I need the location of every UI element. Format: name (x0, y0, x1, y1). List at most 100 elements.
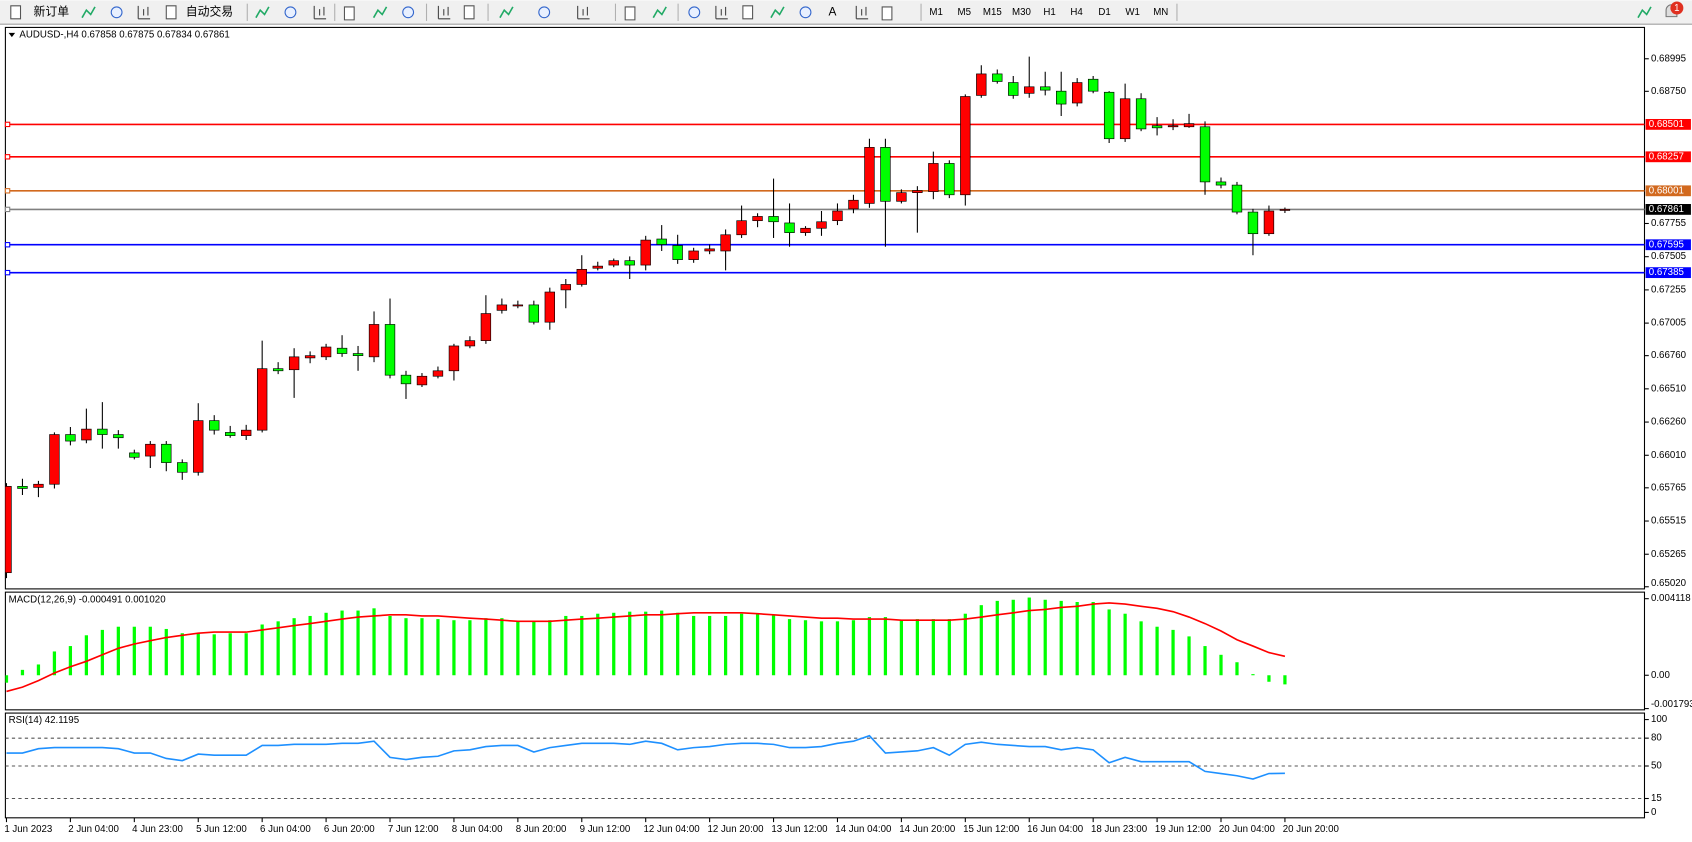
new-order-label[interactable]: 新订单 (33, 4, 69, 18)
histogram-bar (20, 669, 25, 676)
icon (577, 5, 590, 20)
timeframe-label[interactable]: D1 (1098, 7, 1110, 18)
icon (688, 6, 701, 19)
timeframe-label[interactable]: W1 (1125, 7, 1140, 18)
candle-body (336, 347, 348, 354)
candle-body (1008, 82, 1019, 96)
candle-body (49, 434, 60, 485)
candle-body (768, 216, 779, 223)
price-label: 0.68001 (1649, 185, 1684, 196)
histogram-bar (132, 626, 136, 676)
histogram-bar (196, 633, 200, 676)
indicator-line (6, 602, 1286, 693)
candle-body (1199, 126, 1211, 183)
text-tool[interactable]: A (829, 4, 837, 18)
line-handle[interactable] (4, 242, 11, 248)
histogram-bar (708, 615, 712, 676)
icon (343, 6, 355, 21)
histogram-bar (915, 619, 919, 676)
line-handle[interactable] (4, 269, 11, 276)
x-tick-label: 20 Jun 20:00 (1283, 824, 1340, 835)
line-handle[interactable] (4, 121, 11, 128)
histogram-bar (548, 620, 552, 676)
icon (284, 6, 297, 19)
histogram-bar (803, 620, 808, 676)
histogram-bar (867, 617, 872, 676)
icon (255, 6, 270, 19)
timeframe-label[interactable]: M30 (1012, 7, 1031, 18)
price-label: 0.67595 (1649, 239, 1684, 250)
candle-body (177, 462, 188, 473)
timeframe-label[interactable]: M15 (983, 7, 1002, 18)
histogram-bar (979, 605, 983, 676)
histogram-bar (388, 615, 392, 676)
histogram-bar (420, 618, 424, 676)
candle-body (736, 220, 747, 236)
price-label-bg (1645, 185, 1691, 197)
candle-body (528, 304, 540, 323)
candle-body (1231, 184, 1243, 213)
histogram-bar (260, 624, 264, 676)
candle-body (1087, 78, 1099, 92)
x-tick-label: 6 Jun 20:00 (324, 824, 375, 835)
histogram-bar (1043, 599, 1047, 676)
candle-body (704, 248, 715, 252)
candle-body (800, 227, 811, 233)
timeframe-label[interactable]: M5 (957, 7, 970, 18)
line-handle[interactable] (4, 154, 11, 160)
price-label: 0.67861 (1649, 204, 1684, 215)
icon (313, 5, 327, 20)
candle-body (512, 304, 524, 307)
icon (538, 6, 551, 19)
histogram-bar (883, 617, 888, 676)
histogram-bar (212, 634, 216, 676)
timeframe-label[interactable]: H1 (1043, 7, 1055, 18)
histogram-bar (1123, 613, 1127, 676)
line-handle[interactable] (4, 206, 11, 213)
auto-trading-label[interactable]: 自动交易 (186, 4, 233, 18)
histogram-bar (739, 613, 744, 676)
candle-body (288, 356, 300, 371)
candle-body (352, 353, 364, 356)
candle-body (1151, 125, 1163, 129)
icon (855, 5, 869, 20)
candle-body (1167, 125, 1179, 128)
candle-body (209, 420, 220, 431)
candle-body (5, 486, 12, 574)
y-tick-label: 80 (1651, 733, 1662, 744)
y-tick-label: 0.67255 (1651, 284, 1686, 295)
candle-body (1071, 82, 1083, 104)
histogram-bar (995, 600, 999, 676)
candle-body (992, 73, 1003, 82)
candle-body (256, 368, 268, 431)
histogram-bar (1171, 629, 1175, 676)
histogram-bar (244, 633, 248, 676)
candle-body (1215, 181, 1227, 186)
x-tick-label: 18 Jun 23:00 (1091, 824, 1148, 835)
y-tick-label: 0.65265 (1651, 549, 1686, 560)
histogram-bar (676, 612, 680, 676)
icon (372, 6, 388, 19)
candle-body (65, 434, 76, 442)
histogram-bar (372, 608, 376, 676)
toolbar-items: 新订单 自动交易 A M1 M5 M15 M30 H1 H4 D1 W1 MN 1 (10, 1, 1684, 21)
timeframe-label[interactable]: MN (1153, 7, 1168, 18)
x-tick-label: 12 Jun 20:00 (707, 824, 764, 835)
histogram-bar (452, 620, 456, 676)
y-tick-label: 0.66760 (1651, 350, 1687, 361)
candle-body (368, 324, 380, 358)
price-label-bg (1645, 151, 1691, 163)
candle-body (320, 346, 332, 358)
timeframe-label[interactable]: M1 (929, 7, 942, 18)
chart-title: MACD(12,26,9) -0.000491 0.001020 (9, 594, 167, 605)
candle-body (496, 304, 508, 311)
line-handle[interactable] (4, 188, 11, 194)
histogram-bar (36, 664, 41, 676)
candle-body (816, 221, 827, 229)
timeframe-label[interactable]: H4 (1070, 7, 1083, 18)
histogram-bar (644, 611, 648, 676)
candle-body (432, 370, 444, 377)
icon (437, 5, 451, 20)
toolbar (0, 0, 1692, 25)
histogram-bar (580, 615, 584, 676)
